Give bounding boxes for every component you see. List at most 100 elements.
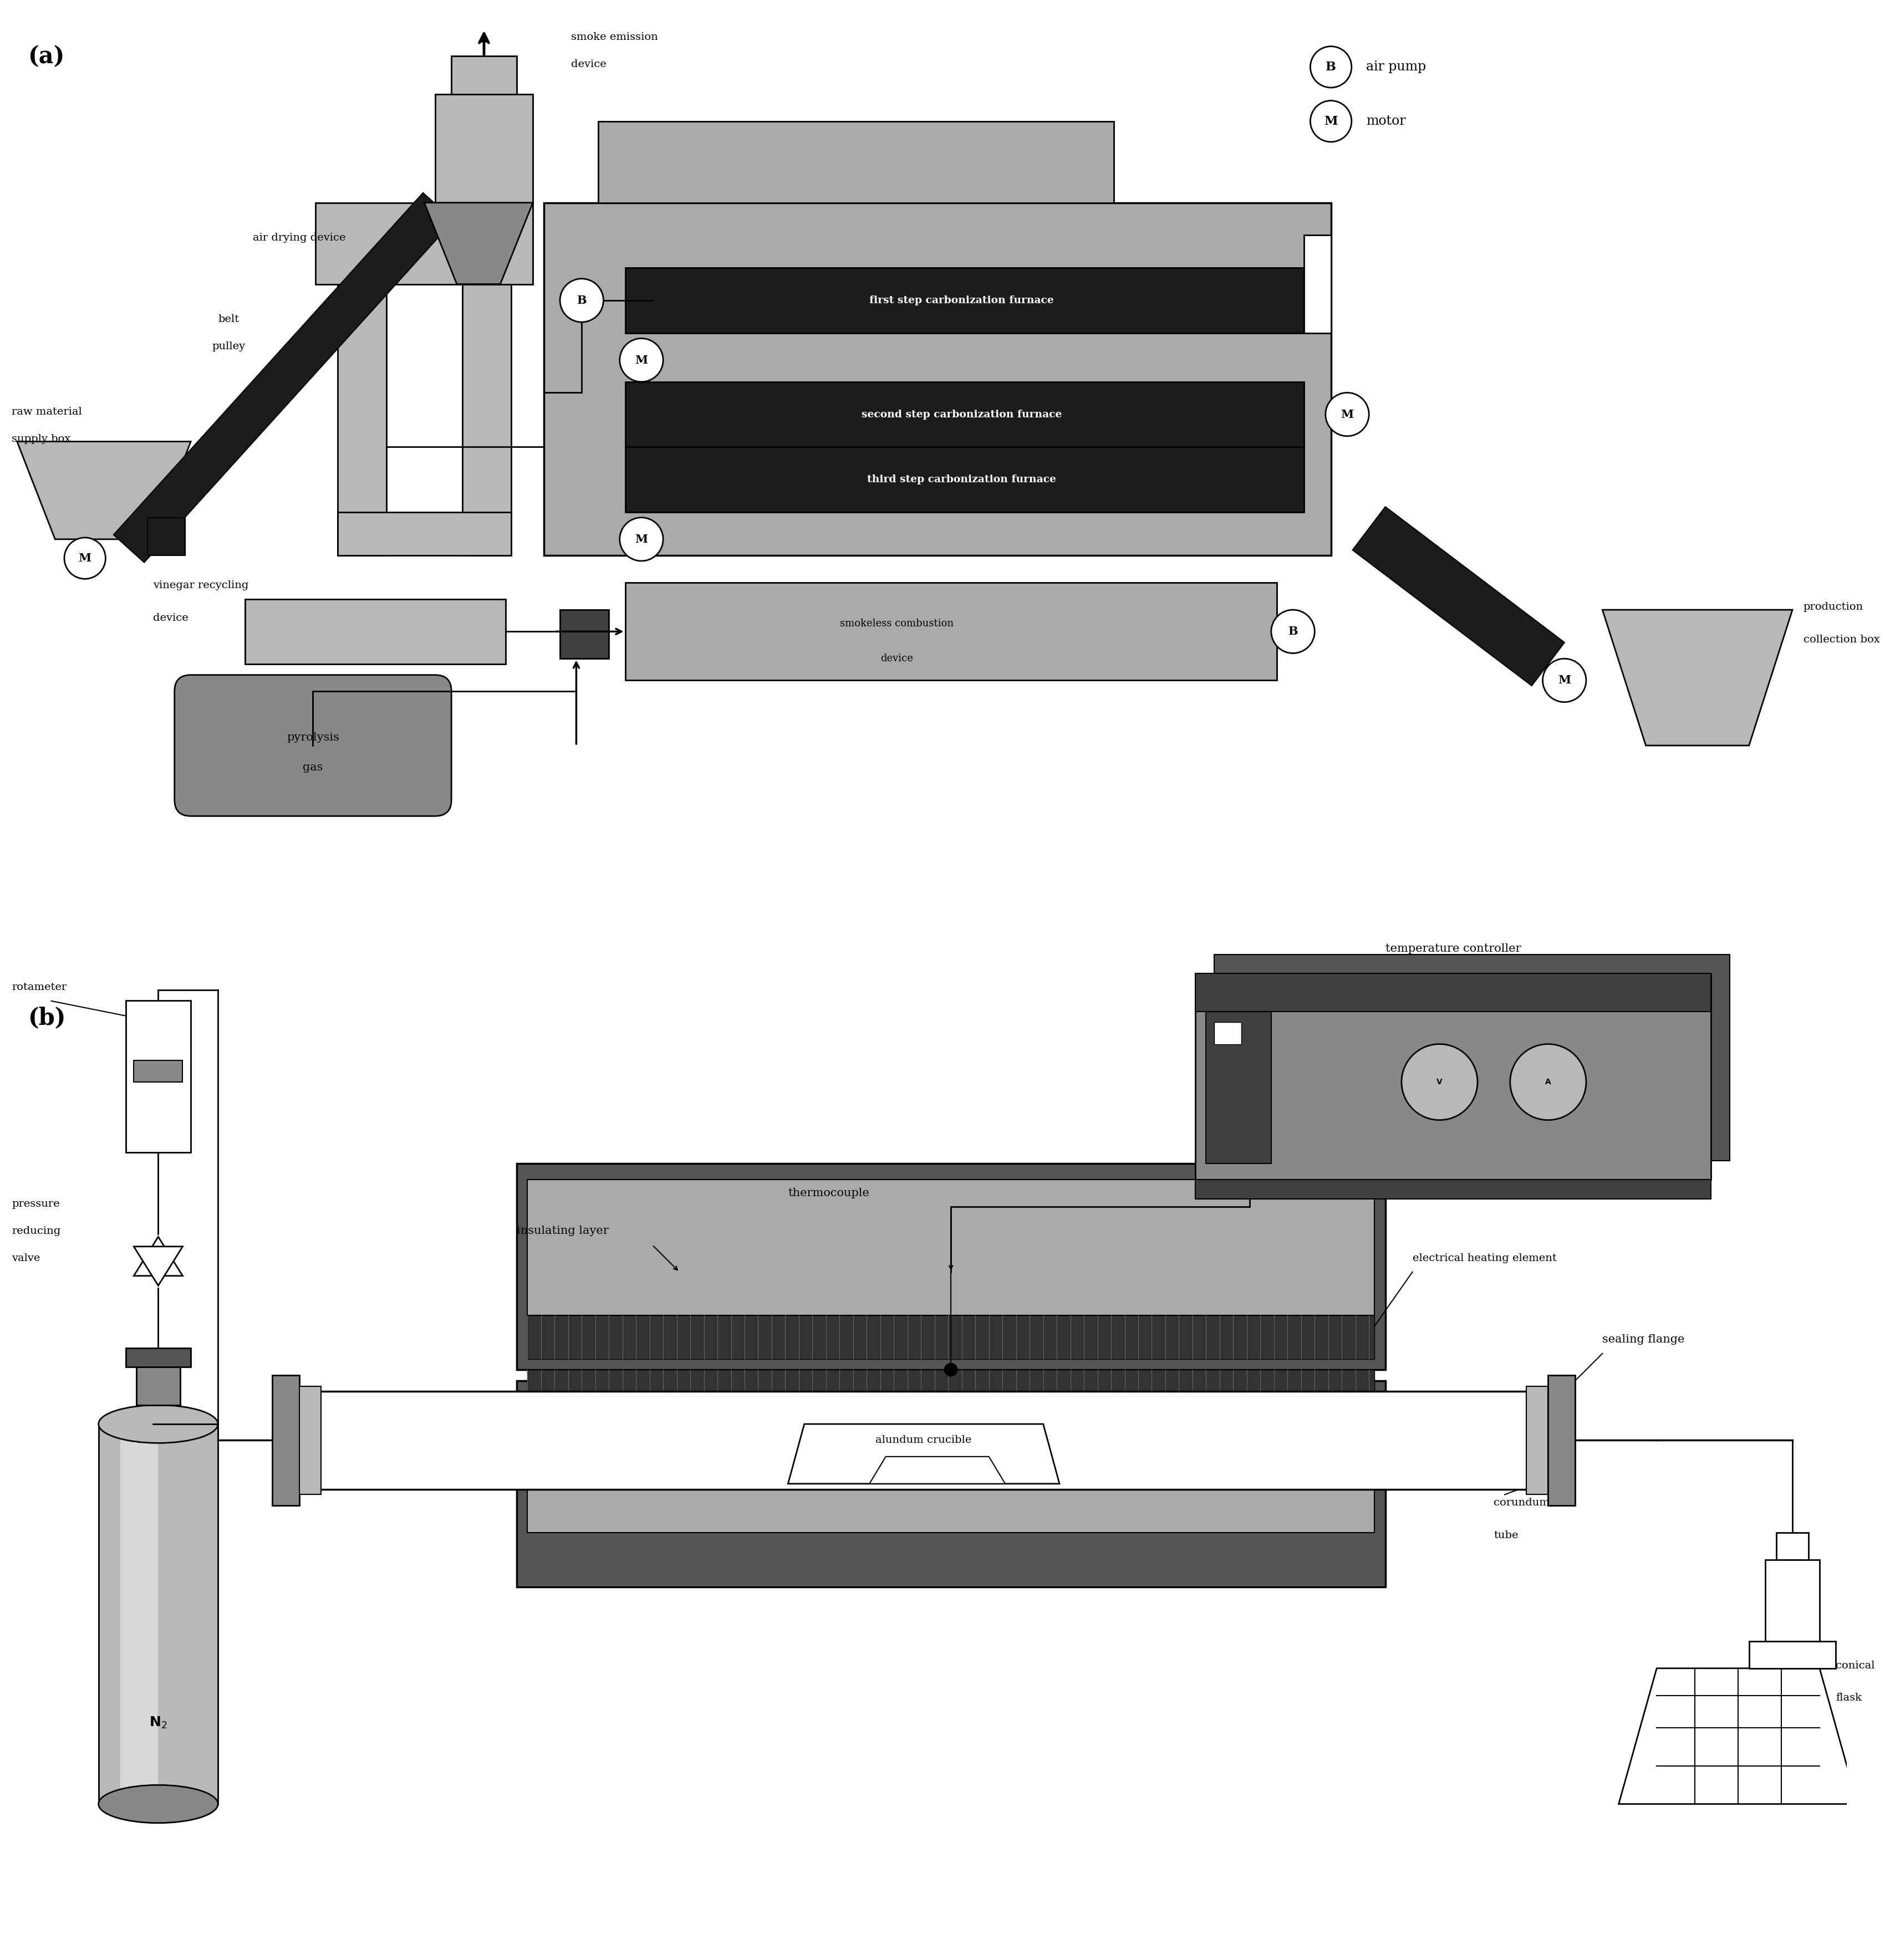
Polygon shape (134, 1247, 183, 1286)
Bar (98, 1425, 219, 1803)
Text: M: M (1559, 674, 1570, 686)
Text: sealing flange: sealing flange (1602, 1335, 1685, 1345)
Bar (528, 1370, 1374, 1407)
Text: alundum crucible: alundum crucible (877, 1435, 973, 1445)
Circle shape (1542, 659, 1585, 702)
Bar (1527, 1386, 1548, 1495)
Circle shape (944, 1364, 958, 1376)
Circle shape (1325, 392, 1369, 435)
Text: M: M (1323, 116, 1338, 127)
Text: N$_2$: N$_2$ (149, 1715, 168, 1731)
Bar (1195, 974, 1712, 1011)
Circle shape (1510, 1045, 1585, 1119)
Circle shape (620, 517, 664, 561)
Text: V: V (1436, 1078, 1442, 1086)
Bar (626, 582, 1276, 680)
Text: M: M (635, 355, 648, 367)
Text: flask: flask (1836, 1693, 1862, 1703)
Polygon shape (788, 1425, 1059, 1484)
Text: pressure: pressure (11, 1200, 60, 1209)
Text: production: production (1804, 602, 1862, 612)
Text: device: device (153, 613, 189, 623)
Bar (1214, 955, 1730, 1160)
Text: reducing: reducing (11, 1227, 60, 1237)
Text: smoke emission: smoke emission (571, 31, 658, 41)
Bar (1304, 235, 1331, 333)
Bar (1195, 974, 1712, 1180)
Bar (337, 284, 386, 555)
Bar (1749, 1641, 1836, 1668)
Text: raw material: raw material (11, 406, 81, 417)
Text: B: B (577, 294, 586, 306)
Bar (435, 94, 533, 202)
Bar (1776, 1533, 1810, 1560)
Circle shape (1402, 1045, 1478, 1119)
Circle shape (560, 278, 603, 321)
Text: valve: valve (11, 1252, 40, 1264)
Text: A: A (1546, 1078, 1551, 1086)
Text: (b): (b) (28, 1005, 66, 1029)
Ellipse shape (98, 1786, 219, 1823)
Bar (126, 1002, 190, 1152)
Text: device: device (880, 655, 912, 664)
Bar (1195, 1180, 1712, 1200)
Text: motor: motor (1367, 116, 1406, 127)
Text: M: M (79, 553, 90, 564)
Text: first step carbonization furnace: first step carbonization furnace (869, 296, 1054, 306)
Text: conical: conical (1836, 1660, 1876, 1670)
Polygon shape (869, 1456, 1005, 1484)
Bar (451, 57, 516, 94)
Bar (528, 1315, 1374, 1358)
Bar (245, 600, 505, 664)
Ellipse shape (98, 1405, 219, 1443)
Bar (516, 1164, 1385, 1370)
Text: rotameter: rotameter (11, 982, 66, 992)
Text: electrical heating element: electrical heating element (1412, 1252, 1557, 1264)
Bar (1548, 1376, 1576, 1505)
Bar (337, 512, 511, 555)
Bar (560, 610, 609, 659)
Text: collection box: collection box (1804, 635, 1879, 645)
Polygon shape (1353, 508, 1565, 686)
Polygon shape (134, 1237, 183, 1276)
Text: B: B (1287, 625, 1299, 637)
Circle shape (64, 537, 106, 578)
Bar (598, 122, 1114, 202)
Bar (626, 269, 1304, 333)
Text: belt: belt (219, 314, 239, 323)
Bar (300, 1386, 320, 1495)
Text: pyrolysis: pyrolysis (287, 733, 339, 743)
Polygon shape (17, 441, 190, 539)
Bar (1206, 1011, 1270, 1164)
Text: air pump: air pump (1367, 61, 1427, 73)
Bar (147, 517, 185, 555)
Circle shape (1310, 100, 1352, 141)
Bar (1764, 1560, 1819, 1641)
FancyBboxPatch shape (175, 674, 451, 815)
Bar (1214, 1023, 1242, 1045)
Text: M: M (1340, 410, 1353, 419)
Bar (121, 1425, 158, 1803)
Text: gas: gas (303, 762, 322, 772)
Text: B: B (1325, 61, 1336, 73)
Text: (a): (a) (28, 45, 64, 69)
Bar (271, 1376, 300, 1505)
Bar (136, 1366, 179, 1405)
Bar (126, 1348, 190, 1366)
Polygon shape (424, 202, 533, 284)
Text: device: device (571, 59, 607, 69)
Circle shape (1310, 47, 1352, 88)
Bar (121, 1425, 158, 1803)
Polygon shape (1602, 610, 1793, 745)
Bar (300, 1392, 1548, 1490)
Text: vinegar recycling: vinegar recycling (153, 580, 249, 590)
Text: M: M (635, 533, 648, 545)
Text: pulley: pulley (213, 341, 245, 351)
Text: insulating layer: insulating layer (516, 1225, 609, 1237)
Text: tube: tube (1493, 1531, 1519, 1541)
Polygon shape (113, 192, 454, 563)
Bar (528, 1180, 1374, 1315)
Text: thermocouple: thermocouple (788, 1188, 869, 1198)
Text: corundum: corundum (1493, 1497, 1549, 1507)
Bar (134, 1060, 183, 1082)
